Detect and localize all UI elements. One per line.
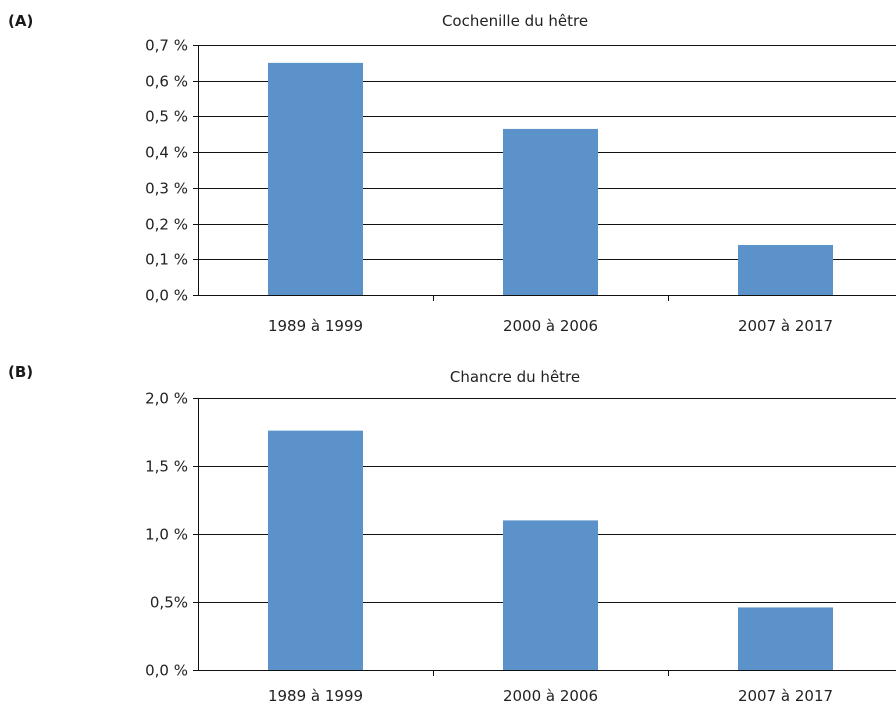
- bar: [738, 607, 833, 670]
- x-category-label: 2007 à 2017: [738, 687, 833, 705]
- x-category-label: 2000 à 2006: [503, 317, 598, 335]
- x-category-label: 2000 à 2006: [503, 687, 598, 705]
- bar: [268, 430, 363, 670]
- y-tick-label: 0,0 %: [145, 287, 188, 305]
- chart-title-a: Cochenille du hêtre: [442, 12, 588, 30]
- y-tick-label: 0,3 %: [145, 180, 188, 198]
- y-tick-label: 1,5 %: [145, 458, 188, 476]
- y-tick-label: 0,7 %: [145, 37, 188, 55]
- bar: [503, 520, 598, 670]
- bar: [503, 128, 598, 295]
- chart-cochenille: (A) Cochenille du hêtre 0,0 % 0,1 % 0,2 % 0…: [8, 12, 896, 335]
- y-tick-label: 2,0 %: [145, 390, 188, 408]
- y-tick-label: 0,5%: [150, 594, 188, 612]
- y-tick-label: 1,0 %: [145, 526, 188, 544]
- x-category-label: 1989 à 1999: [268, 317, 363, 335]
- chart-chancre: (B) Chancre du hêtre 0,0 % 0,5% 1,0 % 1,5 %…: [8, 363, 896, 705]
- y-tick-label: 0,6 %: [145, 73, 188, 91]
- y-tick-label: 0,2 %: [145, 216, 188, 234]
- x-category-label: 1989 à 1999: [268, 687, 363, 705]
- x-category-label: 2007 à 2017: [738, 317, 833, 335]
- y-tick-label: 0,1 %: [145, 251, 188, 269]
- bar: [268, 62, 363, 295]
- panel-label-b: (B): [8, 363, 33, 381]
- bar: [738, 245, 833, 295]
- y-tick-label: 0,5 %: [145, 108, 188, 126]
- chart-title-b: Chancre du hêtre: [450, 368, 580, 386]
- y-tick-label: 0,0 %: [145, 662, 188, 680]
- y-tick-label: 0,4 %: [145, 144, 188, 162]
- panel-label-a: (A): [8, 12, 33, 30]
